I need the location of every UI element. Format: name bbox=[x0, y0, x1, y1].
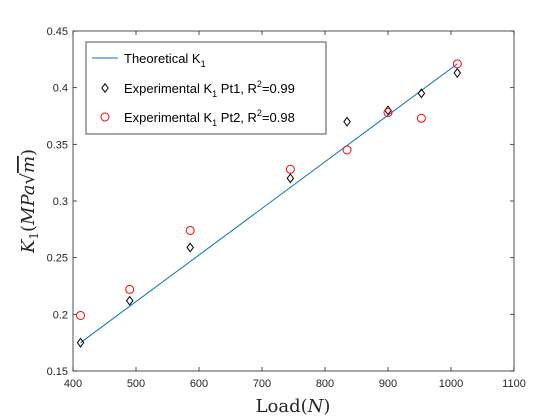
x-tick-label: 800 bbox=[316, 378, 334, 390]
series-1 bbox=[80, 63, 458, 344]
y-axis-label: K1(MPa√m) bbox=[18, 149, 41, 254]
x-tick-label: 900 bbox=[379, 378, 397, 390]
legend-marker-swatch bbox=[101, 82, 109, 94]
y-tick-label: 0.35 bbox=[47, 139, 68, 151]
pt2-circle-marker bbox=[125, 284, 135, 294]
y-tick-label: 0.45 bbox=[47, 26, 68, 38]
pt2-circle-marker bbox=[452, 59, 462, 69]
svg-text:Load(N): Load(N) bbox=[256, 396, 331, 417]
svg-text:K1(MPa√m): K1(MPa√m) bbox=[18, 149, 41, 254]
pt2-circle-marker bbox=[76, 310, 86, 320]
y-tick-label: 0.2 bbox=[53, 309, 68, 321]
theoretical-line bbox=[80, 63, 458, 344]
x-tick-label: 1000 bbox=[439, 378, 463, 390]
pt2-circle-marker bbox=[342, 145, 352, 155]
pt1-diamond-marker bbox=[76, 337, 85, 348]
pt1-diamond-marker bbox=[343, 116, 351, 127]
legend-marker-swatch bbox=[100, 112, 110, 122]
legend-box bbox=[85, 41, 327, 135]
pt1-diamond-marker bbox=[453, 67, 462, 78]
x-tick-label: 600 bbox=[190, 378, 208, 390]
pt1-diamond-marker bbox=[186, 242, 194, 253]
x-axis-ticks: 400 500 600 700 800 900 1000 1100 bbox=[64, 31, 526, 390]
x-tick-label: 400 bbox=[64, 378, 82, 390]
legend: Theoretical K1 Experimental K1 Pt1, R2=0.… bbox=[85, 41, 327, 135]
x-tick-label: 700 bbox=[253, 378, 271, 390]
series-3 bbox=[76, 59, 462, 320]
series-layer bbox=[76, 59, 462, 348]
legend-label: Experimental K1 Pt2, R2=0.98 bbox=[124, 108, 295, 128]
pt1-diamond-marker bbox=[417, 88, 426, 99]
legend-label: Theoretical K1 bbox=[124, 51, 206, 69]
y-tick-label: 0.15 bbox=[47, 366, 68, 378]
y-tick-label: 0.3 bbox=[53, 196, 68, 208]
pt2-circle-marker bbox=[416, 113, 426, 123]
pt2-circle-marker bbox=[383, 108, 393, 118]
legend-entry-3: Experimental K1 Pt2, R2=0.98 bbox=[100, 108, 295, 128]
pt2-circle-marker bbox=[185, 225, 195, 235]
y-axis-ticks: 0.15 0.2 0.25 0.3 0.35 0.4 0.45 bbox=[47, 26, 514, 378]
pt1-diamond-marker bbox=[125, 295, 134, 306]
legend-entry-2: Experimental K1 Pt1, R2=0.99 bbox=[101, 79, 295, 99]
x-tick-label: 500 bbox=[127, 378, 145, 390]
legend-label: Experimental K1 Pt1, R2=0.99 bbox=[124, 79, 295, 99]
y-tick-label: 0.4 bbox=[53, 83, 68, 95]
x-axis-label: Load(N) bbox=[256, 396, 331, 417]
x-tick-label: 1100 bbox=[502, 378, 526, 390]
legend-entry-1: Theoretical K1 bbox=[92, 51, 206, 69]
y-tick-label: 0.25 bbox=[47, 253, 68, 265]
pt2-circle-marker bbox=[285, 164, 295, 174]
pt1-diamond-marker bbox=[286, 173, 295, 184]
